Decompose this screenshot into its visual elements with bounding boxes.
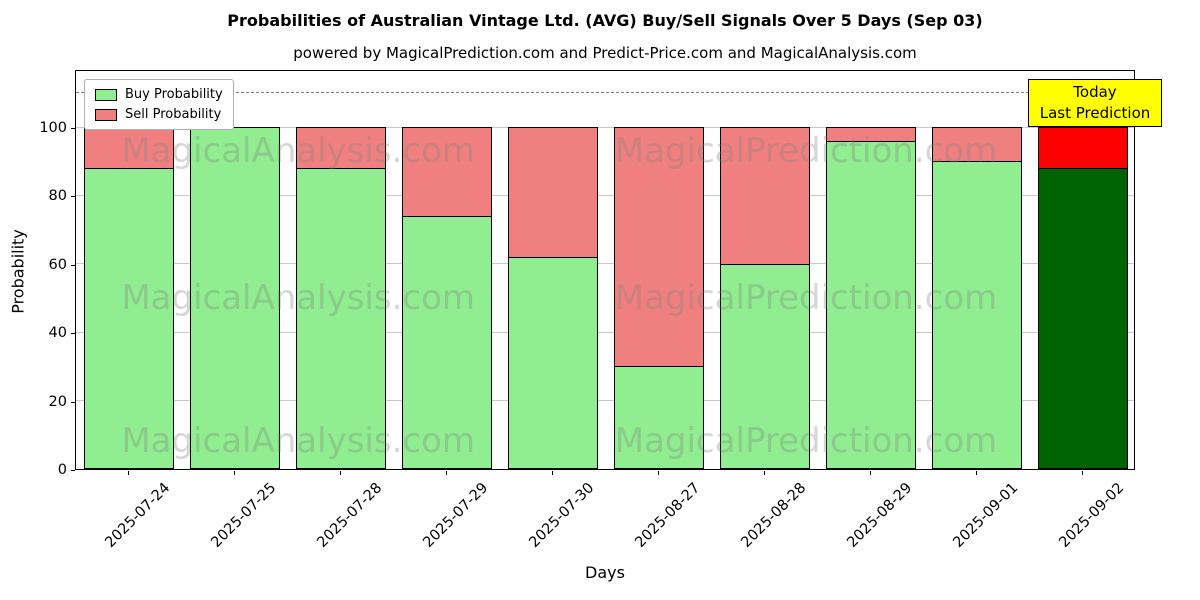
watermark-text: MagicalPrediction.com [614,130,998,171]
sell-bar-segment [295,127,387,170]
chart-title: Probabilities of Australian Vintage Ltd.… [227,11,983,30]
annotation-line-1: Today [1073,83,1117,101]
y-tick-mark [71,401,75,403]
y-tick-label: 40 [48,325,67,342]
x-tick-label: 2025-07-29 [420,480,492,551]
buy-bar-segment [507,257,599,469]
legend-label-buy: Buy Probability [125,87,223,102]
x-tick-mark [234,471,235,475]
y-gridline [76,126,1134,128]
x-tick-label: 2025-08-27 [632,480,704,551]
legend-label-sell: Sell Probability [125,107,222,122]
y-gridline [76,331,1134,333]
x-tick-label: 2025-07-30 [526,480,598,551]
watermark-text: MagicalPrediction.com [614,277,998,318]
sell-bar-segment [719,127,811,265]
x-tick-label: 2025-07-28 [314,480,386,551]
sell-bar-segment [507,127,599,259]
plot-area: Buy Probability Sell Probability Magical… [75,70,1135,470]
today-annotation: Today Last Prediction [1028,79,1162,127]
watermark-text: MagicalPrediction.com [614,421,998,462]
x-tick-mark [976,471,977,475]
sell-bar-segment [825,127,917,142]
buy-bar-segment [1037,168,1129,469]
y-tick-mark [71,196,75,198]
y-tick-label: 60 [48,256,67,273]
watermark-text: MagicalAnalysis.com [121,130,476,171]
sell-bar-segment [401,127,493,218]
y-tick-label: 80 [48,188,67,205]
x-tick-mark [764,471,765,475]
y-axis-label: Probability [8,229,28,314]
y-gridline [76,263,1134,265]
y-tick-mark [71,264,75,266]
x-tick-mark [340,471,341,475]
y-gridline [76,195,1134,196]
x-tick-mark [1082,471,1083,475]
chart-subtitle: powered by MagicalPrediction.com and Pre… [293,44,917,62]
y-tick-mark [71,128,75,130]
watermark-text: MagicalAnalysis.com [121,421,476,462]
x-axis-label: Days [585,563,625,582]
y-tick-mark [71,470,75,471]
y-tick-mark [71,333,75,335]
sell-swatch-icon [95,108,117,121]
x-tick-label: 2025-07-25 [208,480,280,551]
buy-bar-segment [825,140,917,469]
buy-bar-segment [83,168,175,469]
y-tick-label: 100 [39,120,67,137]
buy-bar-segment [189,127,281,469]
x-tick-label: 2025-07-24 [102,480,174,551]
sell-bar-segment [1037,127,1129,170]
buy-bar-segment [295,168,387,469]
legend-item-sell: Sell Probability [95,107,223,122]
sell-bar-segment [613,127,705,368]
x-tick-mark [658,471,659,475]
buy-bar-segment [719,263,811,469]
x-tick-mark [446,471,447,475]
sell-bar-segment [83,127,175,170]
annotation-line-2: Last Prediction [1039,104,1151,122]
legend: Buy Probability Sell Probability [84,79,234,130]
y-gridline [76,400,1134,402]
buy-bar-segment [931,161,1023,469]
threshold-dashed-line [76,91,1134,93]
x-tick-mark [552,471,553,475]
legend-item-buy: Buy Probability [95,87,223,102]
x-tick-label: 2025-08-28 [738,480,810,551]
x-tick-label: 2025-08-29 [844,480,916,551]
watermark-text: MagicalAnalysis.com [121,277,476,318]
x-tick-mark [128,471,129,475]
y-tick-label: 20 [48,393,67,410]
x-tick-label: 2025-09-01 [950,480,1022,551]
x-tick-label: 2025-09-02 [1056,480,1128,551]
x-tick-mark [870,471,871,475]
sell-bar-segment [931,127,1023,163]
buy-bar-segment [613,366,705,469]
buy-swatch-icon [95,88,117,101]
y-tick-label: 0 [57,462,67,478]
buy-bar-segment [401,216,493,469]
